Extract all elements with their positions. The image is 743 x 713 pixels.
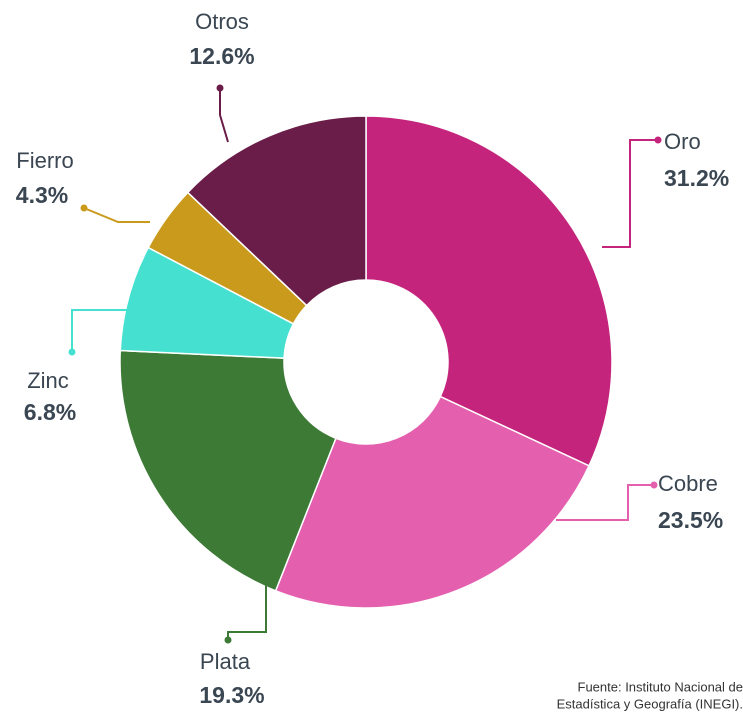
leader-dot bbox=[650, 481, 658, 489]
slice-value: 23.5% bbox=[658, 507, 723, 533]
leader-dot bbox=[216, 84, 224, 92]
source-note: Estadística y Geografía (INEGI). bbox=[557, 696, 743, 711]
slice-label: Cobre bbox=[658, 471, 718, 496]
slice-label: Fierro bbox=[16, 148, 73, 173]
slice-value: 31.2% bbox=[664, 165, 729, 191]
slice-value: 19.3% bbox=[199, 682, 264, 708]
donut bbox=[119, 115, 613, 609]
slice-value: 4.3% bbox=[16, 182, 68, 208]
slice-label: Otros bbox=[195, 9, 249, 34]
leader-dot bbox=[224, 636, 232, 644]
leader-line bbox=[227, 585, 267, 640]
leader-line bbox=[83, 207, 150, 223]
leader-line bbox=[71, 309, 152, 352]
leader-dot bbox=[68, 348, 76, 356]
slice-value: 6.8% bbox=[24, 399, 76, 425]
leader-dot bbox=[654, 136, 662, 144]
leader-line bbox=[219, 88, 229, 143]
leader-line bbox=[602, 139, 658, 248]
slice-label: Oro bbox=[664, 129, 701, 154]
slice-label: Plata bbox=[200, 649, 251, 674]
leader-dot bbox=[80, 204, 88, 212]
source-note: Fuente: Instituto Nacional de bbox=[578, 679, 743, 694]
leader-line bbox=[556, 484, 654, 521]
slice-value: 12.6% bbox=[189, 43, 254, 69]
donut-hole bbox=[284, 280, 448, 444]
slice-label: Zinc bbox=[27, 368, 69, 393]
